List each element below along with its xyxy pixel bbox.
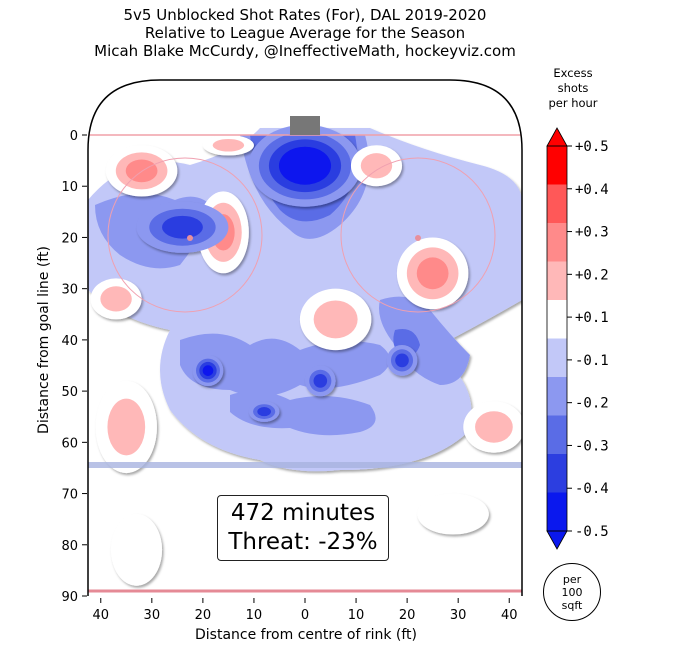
colorbar-segment: [547, 377, 567, 416]
y-tick-label: 30: [61, 283, 78, 298]
x-tick-label: 40: [92, 608, 109, 623]
y-tick-label: 80: [61, 539, 78, 554]
colorbar-tick-label: -0.3: [575, 438, 609, 454]
colorbar-tick-label: +0.3: [575, 225, 609, 241]
unit-badge: per 100 sqft: [543, 563, 601, 621]
contour-blob: [288, 154, 322, 178]
colorbar-segment: [547, 184, 567, 224]
faceoff-dot-right: [415, 235, 421, 241]
colorbar-tick-label: +0.4: [575, 182, 609, 198]
colorbar-tick-label: +0.1: [575, 310, 609, 326]
x-tick-label: 0: [301, 608, 309, 623]
contour-blob: [417, 493, 489, 535]
x-tick-label: 30: [450, 608, 467, 623]
colorbar-title-line: shots: [557, 81, 589, 95]
contour-blob: [475, 411, 513, 443]
blob-layer: [90, 124, 522, 586]
colorbar-tick-label: -0.1: [575, 353, 609, 369]
faceoff-dot-left: [187, 235, 193, 241]
contour-blob: [212, 138, 245, 152]
goal-net: [290, 116, 320, 135]
contour-blob: [110, 514, 163, 586]
colorbar-segment: [547, 415, 567, 455]
colorbar-title-line: per hour: [548, 96, 598, 110]
colorbar-segment: [547, 261, 567, 301]
faceoff-circle-right: [340, 157, 496, 313]
contour-blob: [202, 365, 214, 376]
colorbar-segment: [547, 492, 567, 532]
contour-blob: [313, 300, 358, 339]
chart-subtitle: Relative to League Average for the Seaso…: [144, 24, 466, 42]
contour-blob: [416, 257, 449, 290]
colorbar-segment: [547, 454, 567, 493]
colorbar-extend-bottom: [546, 530, 568, 550]
contour-blob: [100, 286, 132, 312]
y-tick-label: 0: [70, 129, 78, 144]
x-tick-label: 10: [348, 608, 365, 623]
threat-label: Threat: -23%: [228, 529, 378, 555]
x-tick-label: 20: [195, 608, 212, 623]
summary-box: 472 minutes Threat: -23%: [217, 495, 389, 561]
x-tick-label: 20: [399, 608, 416, 623]
x-tick-label: 40: [501, 608, 518, 623]
colorbar-segment: [547, 146, 567, 185]
unit-line: sqft: [561, 598, 583, 612]
x-axis-label: Distance from centre of rink (ft): [195, 627, 417, 643]
y-tick-label: 20: [61, 231, 78, 246]
unit-line: 100: [561, 585, 583, 599]
x-tick-label: 30: [144, 608, 161, 623]
colorbar-tick-label: -0.2: [575, 396, 609, 412]
colorbar-tick-label: +0.5: [575, 139, 609, 155]
colorbar: +0.5 +0.4 +0.3 +0.2 +0.1 -0.1 -0.2 -0.3 -0.4 -0.5: [546, 127, 609, 550]
chart-title: 5v5 Unblocked Shot Rates (For), DAL 2019…: [123, 6, 487, 24]
colorbar-tick-label: +0.2: [575, 267, 609, 283]
colorbar-segment: [547, 300, 567, 339]
contour-blob: [257, 407, 271, 417]
chart-credit: Micah Blake McCurdy, @IneffectiveMath, h…: [94, 42, 516, 60]
colorbar-tick-label: -0.5: [575, 524, 609, 540]
x-tick-label: 10: [246, 608, 263, 623]
rink-boards: [87, 79, 523, 596]
y-tick-label: 10: [61, 180, 78, 195]
y-tick-label: 70: [61, 488, 78, 503]
contour-blob: [162, 215, 203, 239]
rink-plot-area: [88, 80, 522, 596]
colorbar-segment: [547, 338, 567, 378]
y-tick-label: 60: [61, 436, 78, 451]
y-tick-label: 40: [61, 334, 78, 349]
colorbar-extend-top: [546, 127, 568, 147]
contour-blob: [107, 398, 146, 456]
colorbar-title-line: Excess: [553, 66, 593, 80]
colorbar-title: Excess shots per hour: [538, 66, 608, 111]
y-tick-label: 50: [61, 385, 78, 400]
unit-line: per: [562, 572, 582, 586]
contour-mid-blue-right: [379, 296, 470, 385]
y-tick-label: 90: [61, 590, 78, 605]
colorbar-frame: [546, 145, 568, 532]
contour-blob: [360, 153, 393, 179]
x-axis: 40 30 20 10 0 10 20 30 40: [92, 598, 518, 623]
minutes-label: 472 minutes: [230, 500, 376, 526]
y-axis-label: Distance from goal line (ft): [36, 246, 52, 434]
colorbar-segment: [547, 223, 567, 262]
contour-blob: [395, 353, 409, 368]
y-axis: 0 10 20 30 40 50 60 70 80 90: [61, 129, 87, 605]
chart-title-block: 5v5 Unblocked Shot Rates (For), DAL 2019…: [0, 6, 610, 60]
contour-blob: [313, 374, 328, 388]
faceoff-circle-left: [107, 157, 263, 313]
colorbar-tick-label: -0.4: [575, 481, 609, 497]
